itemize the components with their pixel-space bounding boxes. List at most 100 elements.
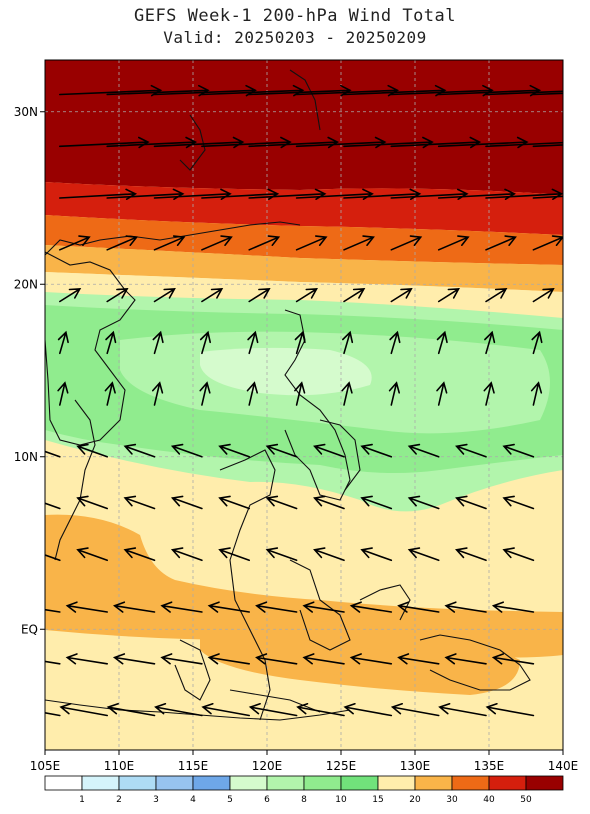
wind-vector [59,288,82,303]
lon-tick-label: 120E [252,759,283,773]
wind-vector [247,330,259,355]
colorbar-label: 30 [446,795,458,805]
wind-vector [160,653,203,665]
wind-vector [112,653,156,665]
wind-vector [313,547,345,562]
wind-vector [294,330,306,355]
wind-vector [390,235,423,251]
colorbar-label: 3 [153,795,159,805]
wind-vector [455,547,487,562]
wind-vector [455,443,487,458]
wind-vector [76,547,108,562]
lat-tick-label: EQ [21,622,38,636]
wind-vector [207,653,250,665]
wind-vector [491,653,535,665]
wind-vector [491,601,535,613]
wind-vector [485,703,535,717]
wind-vector [248,136,340,149]
wind-vector [502,443,535,458]
wind-vector [485,90,563,96]
wind-vector [57,381,69,406]
wind-vector [199,330,211,355]
wind-vector [389,330,401,355]
wind-vector [437,136,529,149]
wind-vector [502,547,535,562]
wind-vector [349,601,393,613]
wind-vector [201,288,224,303]
wind-vector [106,288,129,303]
wind-vector [153,136,245,149]
wind-vector [76,443,108,458]
wind-vector [255,653,298,665]
wind-vector [154,703,203,717]
wind-vector [407,443,440,458]
shaded-field [45,60,563,750]
colorbar-label: 20 [409,795,421,805]
wind-vector [531,330,543,355]
colorbar-label: 10 [335,795,347,805]
wind-vector [302,601,345,613]
lon-tick-label: 125E [326,759,357,773]
wind-vector [360,547,393,562]
wind-vector [407,495,440,510]
wind-vector [342,330,354,355]
wind-vector [153,288,176,303]
lon-tick-label: 115E [178,759,209,773]
wind-vector [265,495,298,510]
longitude-axis: 105E 110E 115E 120E 125E 130E 135E 140E [30,750,579,773]
graticule [45,60,563,750]
colorbar-swatch [229,775,268,791]
wind-vector [248,235,281,251]
wind-vector [59,136,150,149]
wind-vector [313,443,345,458]
wind-vector [438,703,487,717]
wind-vector [343,235,375,251]
wind-vector [397,653,440,665]
wind-vector [295,288,319,303]
colorbar-swatch [44,775,83,791]
wind-vector [57,330,69,355]
colorbar-swatch [377,775,416,791]
wind-vector [360,443,393,458]
colorbar-swatch [525,775,564,791]
wind-vector [45,711,61,717]
wind-vector [388,381,400,406]
wind-vector [104,381,116,406]
wind-vector [484,330,496,355]
wind-vector [153,235,186,251]
wind-vector [218,495,250,510]
wind-vector [390,703,440,717]
wind-vector [530,381,543,406]
wind-vector [255,601,298,613]
wind-vector [485,141,563,148]
wind-vector [483,381,495,406]
wind-vector [218,443,250,458]
wind-vector [106,703,156,717]
lon-tick-label: 140E [548,759,579,773]
wind-vector [343,288,366,303]
wind-vector [407,547,440,562]
wind-vector [246,381,258,406]
map-frame [44,59,564,751]
wind-vector [313,495,345,510]
colorbar-label: 2 [116,795,122,805]
wind-vector [170,547,203,562]
wind-vector [343,136,434,149]
wind-vector [302,653,345,665]
colorbar-label: 50 [520,795,532,805]
colorbar-label: 6 [264,795,270,805]
wind-vector [295,235,328,251]
wind-vector [106,136,198,149]
wind-vector [106,235,139,251]
colorbar-label: 15 [372,795,383,805]
wind-vector [455,495,487,510]
wind-vector [444,601,487,613]
wind-vector [436,381,448,406]
colorbar-swatch [303,775,342,791]
lon-tick-label: 130E [400,759,431,773]
wind-vector [437,235,470,251]
wind-vector [105,330,117,355]
wind-vector [45,660,61,665]
wind-vector [265,443,298,458]
